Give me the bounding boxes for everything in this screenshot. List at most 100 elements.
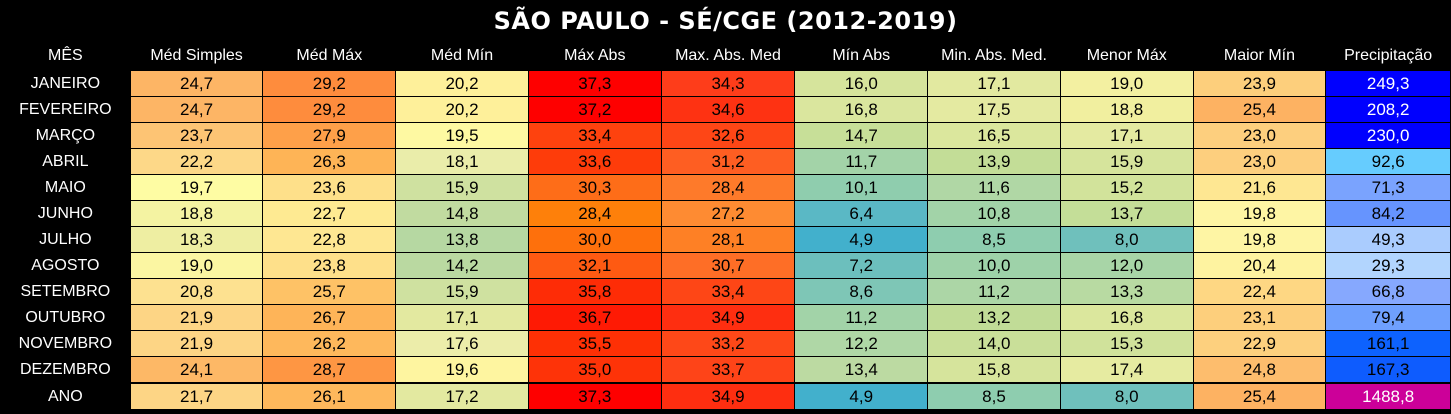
data-cell: 35,8 [527, 278, 662, 305]
data-cell: 28,7 [262, 356, 397, 384]
data-cell: 17,1 [1059, 122, 1194, 149]
data-cell: 8,0 [1059, 226, 1194, 253]
data-cell: 20,2 [395, 70, 529, 97]
data-cell: 13,2 [927, 304, 1061, 331]
data-cell: 8,5 [927, 226, 1061, 253]
data-cell: 66,8 [1325, 278, 1451, 305]
data-cell: 35,5 [527, 330, 662, 357]
data-cell: 208,2 [1325, 96, 1451, 123]
data-cell: 23,6 [262, 174, 397, 201]
month-label: JULHO [0, 226, 131, 253]
data-cell: 25,4 [1192, 382, 1327, 410]
data-cell: 32,6 [660, 122, 796, 149]
data-cell: 249,3 [1325, 70, 1451, 97]
column-header: Menor Máx [1060, 42, 1194, 71]
data-cell: 27,9 [262, 122, 397, 149]
data-cell: 21,9 [129, 330, 264, 357]
table-row: DEZEMBRO 24,1 28,7 19,6 35,0 33,7 13,4 15,8 17,4… [0, 356, 1451, 384]
data-cell: 34,9 [660, 304, 796, 331]
data-cell: 15,2 [1059, 174, 1194, 201]
data-cell: 29,2 [262, 96, 397, 123]
data-cell: 36,7 [527, 304, 662, 331]
data-cell: 37,3 [527, 382, 662, 410]
data-cell: 25,4 [1192, 96, 1327, 123]
column-header: Méd Máx [262, 42, 396, 71]
data-cell: 23,0 [1192, 122, 1327, 149]
data-cell: 12,0 [1059, 252, 1194, 279]
column-header: Mín Abs [794, 42, 928, 71]
month-label: ABRIL [0, 148, 131, 175]
data-cell: 19,5 [395, 122, 529, 149]
data-cell: 15,9 [395, 174, 529, 201]
data-cell: 33,4 [527, 122, 662, 149]
data-cell: 24,1 [129, 356, 264, 384]
data-cell: 19,8 [1192, 200, 1327, 227]
data-cell: 17,1 [395, 304, 529, 331]
table-title: SÃO PAULO - SÉ/CGE (2012-2019) [493, 7, 958, 35]
data-cell: 4,9 [794, 382, 929, 410]
data-cell: 161,1 [1325, 330, 1451, 357]
data-cell: 79,4 [1325, 304, 1451, 331]
data-cell: 92,6 [1325, 148, 1451, 175]
data-cell: 30,3 [527, 174, 662, 201]
data-cell: 20,4 [1192, 252, 1327, 279]
month-label: MARÇO [0, 122, 131, 149]
month-label: AGOSTO [0, 252, 131, 279]
data-cell: 23,8 [262, 252, 397, 279]
month-label: JUNHO [0, 200, 131, 227]
data-cell: 17,6 [395, 330, 529, 357]
data-cell: 20,8 [129, 278, 264, 305]
data-cell: 17,2 [395, 382, 529, 410]
data-cell: 13,3 [1059, 278, 1194, 305]
data-cell: 16,8 [794, 96, 929, 123]
data-cell: 33,7 [660, 356, 796, 384]
table-row: AGOSTO 19,0 23,8 14,2 32,1 30,7 7,2 10,0 12,0 20,… [0, 252, 1451, 279]
month-label: ANO [0, 382, 131, 410]
column-header: Min. Abs. Med. [927, 42, 1061, 71]
data-cell: 13,9 [927, 148, 1061, 175]
data-cell: 10,0 [927, 252, 1061, 279]
data-cell: 29,2 [262, 70, 397, 97]
data-cell: 11,6 [927, 174, 1061, 201]
data-cell: 167,3 [1325, 356, 1451, 384]
data-cell: 4,9 [794, 226, 929, 253]
data-cell: 17,5 [927, 96, 1061, 123]
table-row: MARÇO 23,7 27,9 19,5 33,4 32,6 14,7 16,5 17,1 23,… [0, 122, 1451, 149]
data-cell: 13,7 [1059, 200, 1194, 227]
data-cell: 8,5 [927, 382, 1061, 410]
data-cell: 18,1 [395, 148, 529, 175]
data-cell: 15,9 [1059, 148, 1194, 175]
table-row: JUNHO 18,8 22,7 14,8 28,4 27,2 6,4 10,8 13,7 19,8… [0, 200, 1451, 227]
data-cell: 16,0 [794, 70, 929, 97]
data-cell: 31,2 [660, 148, 796, 175]
column-header: Maior Mín [1193, 42, 1326, 71]
data-cell: 10,8 [927, 200, 1061, 227]
data-cell: 28,1 [660, 226, 796, 253]
data-cell: 24,7 [129, 70, 264, 97]
data-cell: 17,1 [927, 70, 1061, 97]
data-cell: 10,1 [794, 174, 929, 201]
data-cell: 6,4 [794, 200, 929, 227]
data-cell: 14,7 [794, 122, 929, 149]
month-label: FEVEREIRO [0, 96, 131, 123]
data-cell: 33,6 [527, 148, 662, 175]
data-cell: 24,7 [129, 96, 264, 123]
data-cell: 22,7 [262, 200, 397, 227]
data-cell: 11,7 [794, 148, 929, 175]
data-cell: 15,8 [927, 356, 1061, 384]
data-cell: 19,0 [1059, 70, 1194, 97]
table-row: MAIO 19,7 23,6 15,9 30,3 28,4 10,1 11,6 15,2 21,6… [0, 174, 1451, 201]
column-header: Méd Mín [395, 42, 529, 71]
data-cell: 33,2 [660, 330, 796, 357]
data-cell: 29,3 [1325, 252, 1451, 279]
data-cell: 26,1 [262, 382, 397, 410]
annual-row: ANO 21,7 26,1 17,2 37,3 34,9 4,9 8,5 8,0 25,4 1488… [0, 382, 1451, 410]
data-cell: 15,3 [1059, 330, 1194, 357]
data-cell: 18,3 [129, 226, 264, 253]
data-cell: 14,2 [395, 252, 529, 279]
data-cell: 33,4 [660, 278, 796, 305]
table-row: JULHO 18,3 22,8 13,8 30,0 28,1 4,9 8,5 8,0 19,8 49… [0, 226, 1451, 253]
data-cell: 32,1 [527, 252, 662, 279]
column-header: Máx Abs [528, 42, 662, 71]
